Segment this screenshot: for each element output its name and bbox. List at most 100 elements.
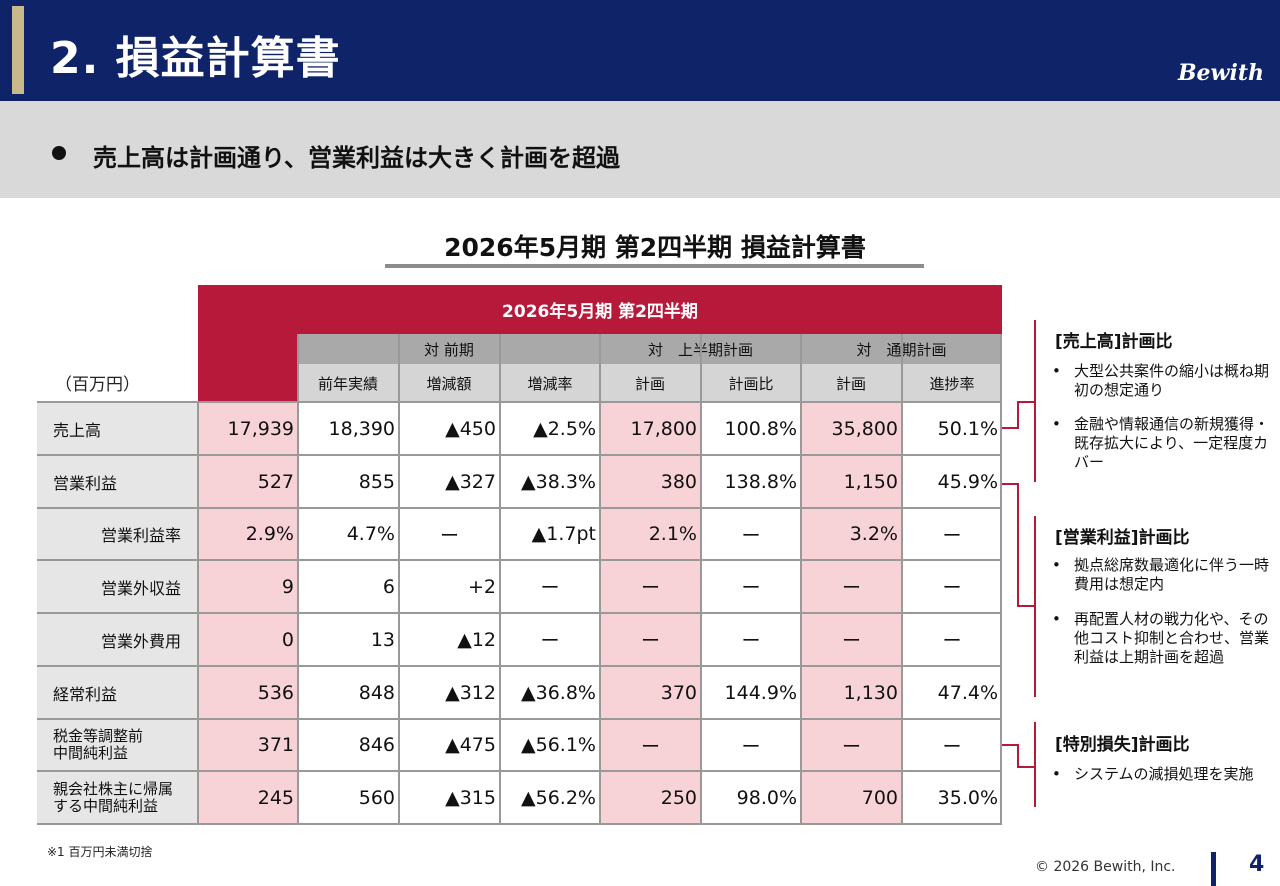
unit-label: （百万円） — [55, 375, 140, 395]
headline: 売上高は計画通り、営業利益は大きく計画を超過 — [93, 144, 621, 172]
table-cell: 13 — [298, 613, 399, 666]
table-title: 2026年5月期 第2四半期 損益計算書 — [444, 233, 866, 262]
footnote: ※1 百万円未満切捨 — [47, 845, 153, 859]
table-cell: 98.0% — [701, 771, 801, 824]
col-header-full-plan: 計画 — [801, 364, 901, 402]
table-gridline — [398, 334, 400, 824]
table-gridline — [700, 334, 702, 824]
note-item: • 再配置人材の戦力化や、その他コスト抑制と合わせ、営業利益は上期計画を超過 — [1052, 610, 1270, 666]
table-gridline — [901, 334, 903, 824]
note-bracket — [1034, 516, 1040, 697]
table-cell: ー — [701, 560, 801, 613]
table-gridline — [37, 612, 1002, 614]
table-cell: 17,800 — [600, 402, 701, 455]
table-cell: 35,800 — [801, 402, 902, 455]
table-title-underline — [385, 264, 924, 268]
col-header-change-rate: 増減率 — [500, 364, 600, 402]
table-gridline — [599, 334, 601, 824]
connector-line — [1002, 744, 1018, 746]
connector-line — [1017, 401, 1019, 429]
table-cell: ー — [701, 613, 801, 666]
note-title-operating-profit: [営業利益]計画比 — [1055, 528, 1190, 548]
table-cell: ー — [902, 719, 1002, 771]
table-cell: 18,390 — [298, 402, 399, 455]
table-cell: ー — [902, 613, 1002, 666]
connector-line — [1017, 483, 1019, 606]
table-cell: 3.2% — [801, 508, 902, 560]
copyright: © 2026 Bewith, Inc. — [1035, 859, 1176, 875]
table-cell: 380 — [600, 455, 701, 508]
table-gridline — [37, 823, 1002, 825]
table-gridline — [1000, 334, 1002, 824]
table-cell: 144.9% — [701, 666, 801, 719]
brand-logo: Bewith — [1177, 60, 1264, 86]
note-bracket — [1034, 320, 1040, 482]
table-cell: 100.8% — [701, 402, 801, 455]
row-label: 営業外費用 — [37, 613, 198, 666]
table-cell: ー — [701, 719, 801, 771]
col-header-progress: 進捗率 — [902, 364, 1002, 402]
table-cell: 371 — [198, 719, 298, 771]
row-label: 営業利益率 — [37, 508, 198, 560]
note-item: • 拠点総席数最適化に伴う一時費用は想定内 — [1052, 556, 1270, 593]
table-gridline — [37, 401, 1002, 403]
note-item: • 大型公共案件の縮小は概ね期初の想定通り — [1052, 362, 1270, 399]
group-header-prior-year: 対 前期 — [298, 334, 600, 364]
table-cell: ー — [600, 613, 701, 666]
connector-line — [1017, 401, 1035, 403]
table-cell: ▲2.5% — [500, 402, 600, 455]
table-cell: 245 — [198, 771, 298, 824]
table-gridline — [37, 665, 1002, 667]
table-cell: 2.9% — [198, 508, 298, 560]
table-cell: ▲38.3% — [500, 455, 600, 508]
table-cell: 9 — [198, 560, 298, 613]
table-cell: 47.4% — [902, 666, 1002, 719]
table-cell: ▲450 — [399, 402, 500, 455]
table-cell: ▲36.8% — [500, 666, 600, 719]
table-gridline — [37, 559, 1002, 561]
table-cell: ー — [600, 560, 701, 613]
table-cell: 560 — [298, 771, 399, 824]
table-cell: 700 — [801, 771, 902, 824]
table-cell: 2.1% — [600, 508, 701, 560]
table-cell: 536 — [198, 666, 298, 719]
period-header: 2026年5月期 第2四半期 — [198, 285, 1002, 334]
headline-band — [0, 101, 1280, 198]
table-cell: ▲315 — [399, 771, 500, 824]
page-number: 4 — [1249, 852, 1265, 877]
table-cell: ▲475 — [399, 719, 500, 771]
table-cell: 4.7% — [298, 508, 399, 560]
table-cell: 1,130 — [801, 666, 902, 719]
footer-accent-bar — [1211, 852, 1216, 886]
table-cell: 50.1% — [902, 402, 1002, 455]
table-cell: ー — [801, 613, 902, 666]
row-label: 親会社株主に帰属 する中間純利益 — [37, 771, 198, 824]
note-title-sales: [売上高]計画比 — [1055, 332, 1173, 352]
connector-line — [1002, 483, 1018, 485]
table-cell: ー — [701, 508, 801, 560]
table-cell: ー — [600, 719, 701, 771]
note-item: • システムの減損処理を実施 — [1052, 765, 1254, 783]
row-label: 営業利益 — [37, 455, 198, 508]
table-cell: 1,150 — [801, 455, 902, 508]
table-cell: ▲312 — [399, 666, 500, 719]
table-cell: 138.8% — [701, 455, 801, 508]
connector-line — [1017, 605, 1035, 607]
col-header-prior-actual: 前年実績 — [298, 364, 398, 402]
table-cell: 846 — [298, 719, 399, 771]
col-header-half-plan-ratio: 計画比 — [701, 364, 801, 402]
table-cell: 370 — [600, 666, 701, 719]
table-cell: +2 — [399, 560, 500, 613]
connector-line — [1017, 744, 1019, 767]
table-cell: 855 — [298, 455, 399, 508]
row-label: 営業外収益 — [37, 560, 198, 613]
table-gridline — [37, 770, 1002, 772]
table-gridline — [37, 718, 1002, 720]
table-cell: ー — [801, 560, 902, 613]
note-bracket — [1034, 722, 1040, 807]
table-cell: ー — [399, 508, 500, 560]
note-item: • 金融や情報通信の新規獲得・既存拡大により、一定程度カバー — [1052, 415, 1270, 471]
row-label: 売上高 — [37, 402, 198, 455]
table-cell: 45.9% — [902, 455, 1002, 508]
col-header-half-plan: 計画 — [600, 364, 700, 402]
